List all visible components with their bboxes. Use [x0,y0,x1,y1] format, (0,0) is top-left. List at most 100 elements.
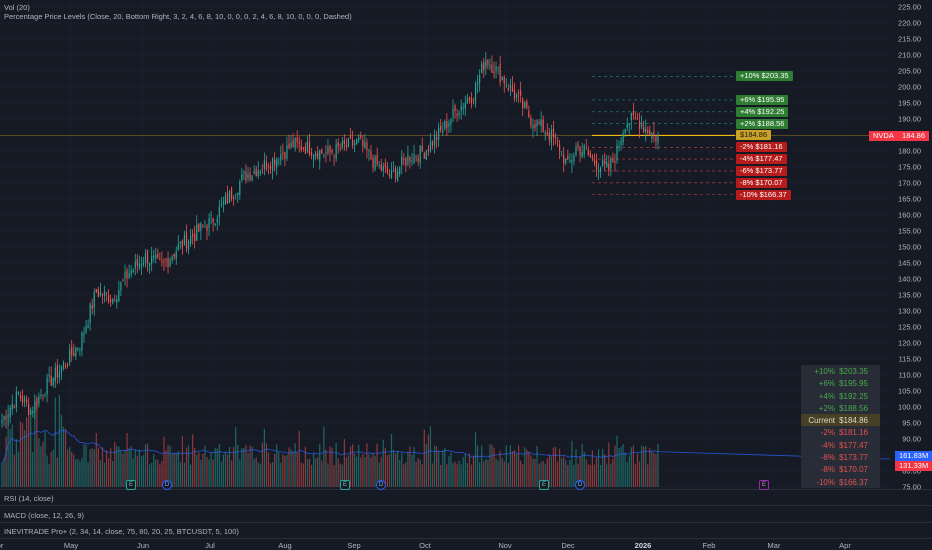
levels-table-row: +10% $203.35 [801,365,880,377]
volume-bar [620,446,622,487]
volume-bar [446,464,448,487]
candle-body [323,155,325,157]
levels-table: +10% $203.35 +6% $195.95 +4% $192.25 +2% $188.5… [801,365,880,488]
volume-bar [548,454,550,487]
candle-body [73,353,75,356]
volume-bar [30,415,32,487]
volume-bar [513,449,516,487]
macd-indicator-label[interactable]: MACD (close, 12, 26, 9) [4,511,85,520]
volume-bar [427,434,429,487]
volume-bar [237,444,239,487]
volume-bar [120,450,122,487]
volume-bar [177,451,179,487]
ppl-indicator-label[interactable]: Percentage Price Levels (Close, 20, Bott… [4,12,352,21]
candle-body [81,332,83,351]
candle-body [536,120,538,127]
time-tick-label: Oct [419,541,431,550]
volume-bar [378,462,380,487]
candle-body [128,273,130,278]
candle-body [362,140,364,147]
price-tick-label: 130.00 [898,306,921,316]
volume-bar [630,447,632,487]
candle-body [255,168,257,177]
volume-bar [167,444,169,487]
earnings-marker[interactable]: E [539,480,549,490]
volume-bar [452,463,454,487]
volume-bar [515,453,518,487]
candle-body [317,152,319,159]
candle-body [103,290,106,296]
candle-body [179,241,181,244]
candle-body [185,232,188,249]
candle-body [269,165,272,169]
volume-bar [542,460,544,487]
candle-body [634,117,637,119]
volume-bar [38,438,40,487]
level-tag: +2% $188.56 [736,118,789,129]
candle-body [520,90,522,96]
earnings-marker[interactable]: E [340,480,350,490]
candle-body [228,190,231,203]
candle-body [620,140,622,146]
candle-body [571,160,573,164]
volume-bar [528,451,530,487]
volume-bar [347,455,350,487]
candle-body [153,255,155,258]
inevitrade-indicator-label[interactable]: INEVITRADE Pro+ (2, 34, 14, close, 75, 8… [4,527,239,536]
volume-bar [632,445,634,487]
volume-bar [294,443,296,487]
candle-body [462,107,464,109]
time-tick-label: Sep [347,541,361,550]
dividend-marker[interactable]: D [575,480,585,490]
volume-bar [425,443,427,487]
vol-indicator-label[interactable]: Vol (20) [4,3,30,12]
candle-body [632,110,634,116]
dividend-marker[interactable]: D [376,480,386,490]
volume-bar [298,430,300,487]
candle-body [442,130,444,133]
volume-bar [534,458,536,487]
volume-bar [438,450,440,487]
candle-body [97,289,99,297]
candle-body [122,279,124,281]
volume-bar [204,445,206,487]
volume-bar [159,464,161,487]
candle-body [583,145,585,155]
volume-bar [134,449,136,487]
volume-bar [622,444,624,487]
volume-bar [436,445,438,487]
candle-body [40,394,42,396]
pane-separator[interactable] [0,505,932,506]
earnings-marker[interactable]: E [759,480,769,490]
price-tick-label: 105.00 [898,386,921,396]
dividend-marker[interactable]: D [162,480,172,490]
candle-body [370,151,372,160]
candle-body [315,153,317,157]
levels-table-pct: -8% [820,465,835,475]
volume-bar [591,450,593,487]
price-tick-label: 195.00 [898,98,921,108]
pane-separator[interactable] [0,489,932,490]
volume-bar [140,456,142,487]
candle-body [241,174,243,181]
candle-body [64,365,67,367]
volume-bar [606,463,608,487]
candle-body [165,258,167,261]
volume-bar [645,446,647,487]
earnings-marker[interactable]: E [126,480,136,490]
volume-bar [561,458,563,487]
volume-bar [370,457,372,487]
volume-ma-tag: 161.83M [895,451,932,461]
rsi-indicator-label[interactable]: RSI (14, close) [4,494,54,503]
candle-body [513,89,516,99]
symbol-price: 184.86 [902,131,925,140]
candle-body [423,153,425,159]
volume-bar [269,463,272,487]
volume-bar [608,442,610,487]
candle-body [380,164,382,171]
levels-table-pct: +4% [818,391,835,401]
symbol-name: NVDA [873,131,894,140]
pane-separator[interactable] [0,522,932,523]
candle-body [403,158,405,160]
